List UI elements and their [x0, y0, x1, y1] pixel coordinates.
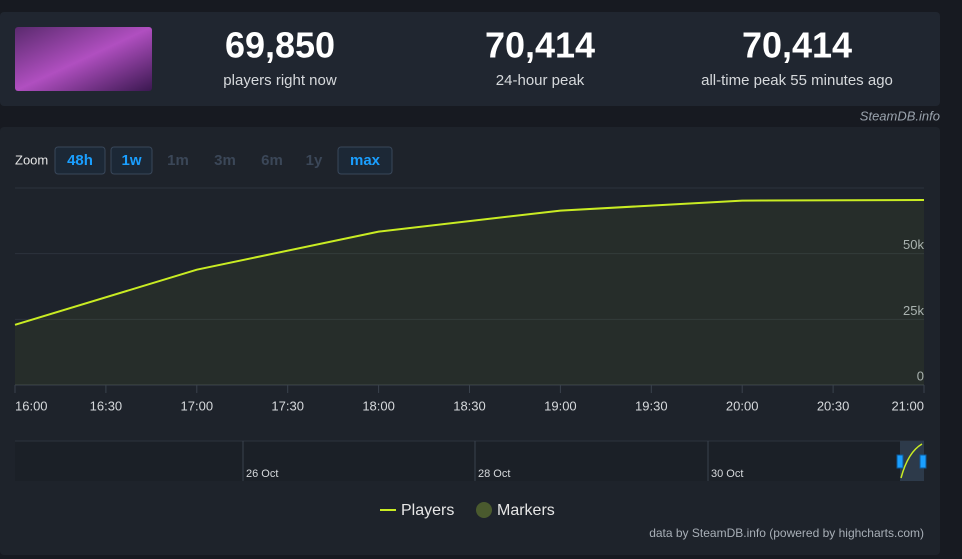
area: [15, 200, 924, 385]
x-tick-label: 17:30: [271, 398, 304, 413]
zoom-label: Zoom: [15, 152, 48, 167]
line: [14, 199, 925, 326]
legend-swatch: [476, 502, 492, 518]
stat-value: 70,414: [485, 25, 595, 66]
y-tick-label: 0: [917, 368, 924, 383]
y-tick-label: 25k: [903, 303, 924, 318]
navigator-labels: 26 Oct 28 Oct 30 Oct: [242, 441, 743, 481]
y-tick-label: 50k: [903, 237, 924, 252]
navigator-label: 26 Oct: [246, 468, 278, 480]
stat-label: all-time peak 55 minutes ago: [701, 72, 893, 89]
zoom-button[interactable]: 1y: [306, 152, 323, 169]
navigator-handle[interactable]: [919, 454, 927, 469]
credits[interactable]: data by SteamDB.info (powered by highcha…: [649, 526, 924, 540]
plot: 0 25k 50k 16:00 16:30 17:00 17:30 18:00 18:30 19:…: [14, 199, 925, 413]
navigator-line: [900, 443, 923, 479]
navigator: [15, 441, 924, 481]
legend-entry[interactable]: Markers: [497, 502, 555, 519]
x-tick-label: 18:30: [453, 398, 486, 413]
navigator-handle[interactable]: [896, 454, 904, 469]
x-tick-label: 17:00: [181, 398, 214, 413]
legend-entry[interactable]: Players: [401, 502, 454, 519]
stat-label: 24-hour peak: [496, 72, 585, 89]
zoom-button[interactable]: 3m: [214, 152, 236, 169]
x-tick-label: 16:00: [15, 398, 48, 413]
zoom-buttons: 48h 1w 1m 3m 6m 1y max: [54, 146, 393, 175]
zoom-button[interactable]: 1m: [167, 152, 189, 169]
stat-value: 70,414: [742, 25, 852, 66]
stats-card: [0, 12, 940, 106]
zoom-button-box: [337, 146, 393, 175]
navigator-label: 30 Oct: [711, 468, 743, 480]
x-tick-label: 19:30: [635, 398, 668, 413]
x-tick-label: 16:30: [90, 398, 123, 413]
game-thumbnail[interactable]: [15, 27, 152, 91]
navigator-label: 28 Oct: [478, 468, 510, 480]
x-tick-label: 19:00: [544, 398, 577, 413]
zoom-button[interactable]: 1w: [121, 152, 141, 169]
stat-value: 69,850: [225, 25, 335, 66]
zoom-button[interactable]: 48h: [67, 152, 93, 169]
source[interactable]: SteamDB.info: [860, 108, 940, 123]
x-tick-label: 18:00: [362, 398, 395, 413]
zoom-button[interactable]: 6m: [261, 152, 283, 169]
zoom-button[interactable]: max: [350, 152, 381, 169]
x-tick-label: 20:00: [726, 398, 759, 413]
x-tick-label: 21:00: [891, 398, 924, 413]
zoom-button-box: [54, 146, 106, 175]
x-tick-label: 20:30: [817, 398, 850, 413]
zoom-button-box: [110, 146, 153, 175]
stat-label: players right now: [223, 72, 337, 89]
